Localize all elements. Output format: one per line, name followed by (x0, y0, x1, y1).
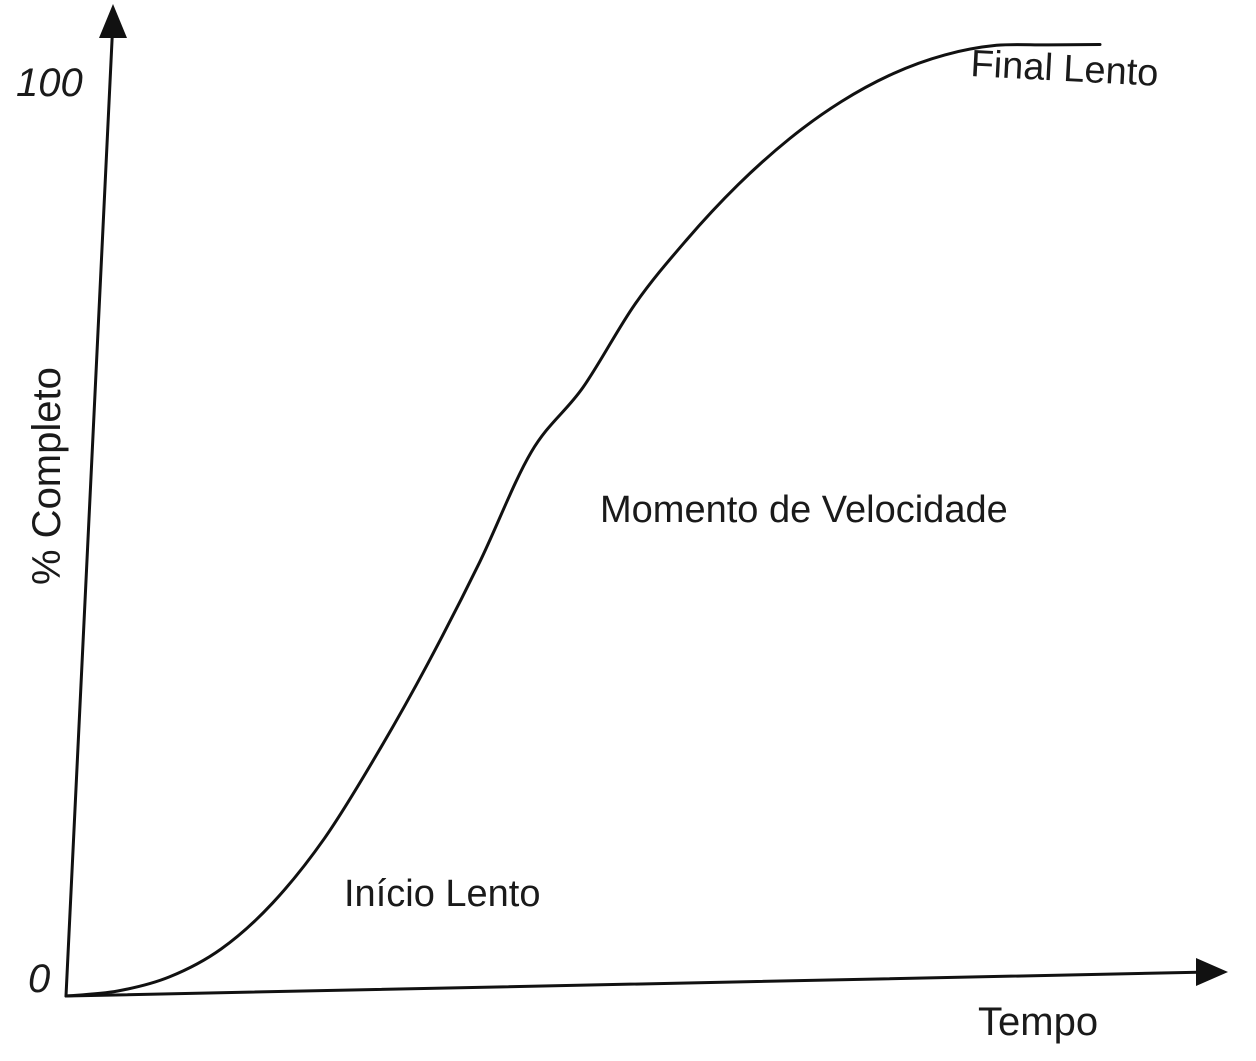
annotation-momento-velocidade: Momento de Velocidade (600, 489, 1008, 531)
annotation-final-lento: Final Lento (970, 43, 1160, 95)
x-axis-line (64, 970, 1212, 998)
annotation-inicio-lento: Início Lento (344, 873, 540, 915)
y-axis-arrow (99, 4, 127, 38)
x-axis (64, 958, 1228, 998)
x-axis-title: Tempo (978, 1000, 1098, 1044)
y-tick-label-0: 0 (28, 957, 50, 1001)
y-axis-title: % Completo (25, 367, 69, 585)
y-axis-line (64, 18, 115, 998)
series-line (64, 43, 1102, 998)
y-axis (64, 4, 127, 998)
x-axis-arrow (1196, 958, 1228, 986)
y-tick-label-100: 100 (16, 61, 83, 105)
